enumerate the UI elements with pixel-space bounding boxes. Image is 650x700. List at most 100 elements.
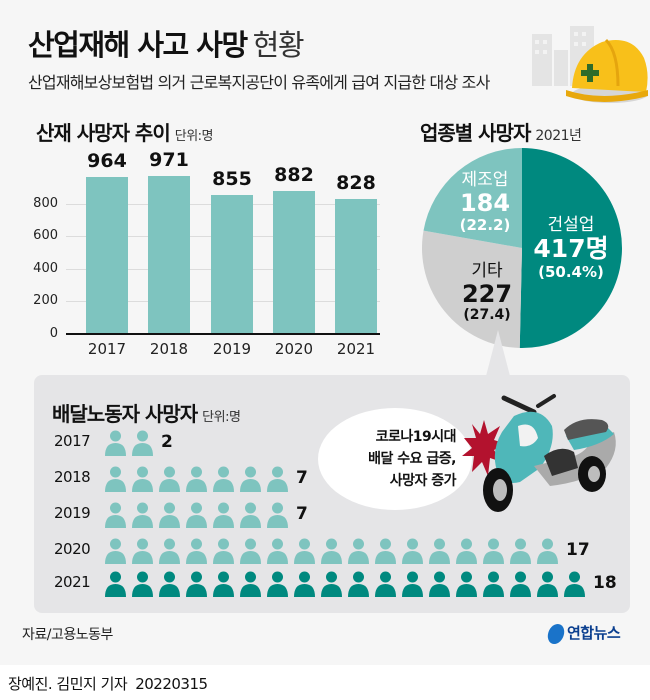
person-icon <box>132 538 153 564</box>
person-icon <box>213 502 234 528</box>
pie-label-name: 제조업 <box>461 170 509 190</box>
bar-value: 828 <box>336 172 376 195</box>
title-bold: 산업재해 사고 사망 <box>28 28 248 62</box>
bar-2019 <box>211 195 253 334</box>
y-tick: 200 <box>33 293 58 308</box>
person-icon <box>105 571 126 597</box>
callout-line: 사망자 증가 <box>389 473 457 489</box>
page-subtitle: 산업재해보상보험법 의거 근로복지공단이 유족에게 급여 지급한 대상 조사 <box>28 73 490 92</box>
credit-date: 20220315 <box>135 675 208 693</box>
pie-label-share: (22.2) <box>459 216 511 234</box>
pie-slice-other <box>422 230 522 348</box>
callout-line: 코로나19시대 <box>375 429 457 445</box>
person-icon <box>483 571 504 597</box>
pie-chart-year: 2021년 <box>535 128 582 144</box>
panel-pointer <box>486 330 510 376</box>
callout-bubble <box>318 408 472 510</box>
person-icon <box>159 538 180 564</box>
person-icon <box>159 571 180 597</box>
person-icon <box>186 502 207 528</box>
person-icon <box>240 502 261 528</box>
person-icon <box>159 466 180 492</box>
delivery-title-text: 배달노동자 사망자 <box>52 402 198 426</box>
source-text: 자료/고용노동부 <box>22 627 113 643</box>
person-icon <box>429 538 450 564</box>
bar-chart-unit: 단위:명 <box>174 129 214 144</box>
person-icon <box>267 571 288 597</box>
row-value: 18 <box>593 573 617 593</box>
person-icon <box>132 571 153 597</box>
person-icon <box>537 538 558 564</box>
person-icon <box>132 466 153 492</box>
y-tick: 400 <box>33 261 58 276</box>
person-icon <box>105 502 126 528</box>
pie-label-share: (27.4) <box>463 307 511 323</box>
person-icon <box>483 538 504 564</box>
x-axis-baseline <box>66 333 380 335</box>
person-icon <box>429 571 450 597</box>
pie-slice-construction <box>519 148 623 348</box>
person-icon <box>321 571 342 597</box>
person-icon <box>294 571 315 597</box>
bar-value: 855 <box>212 168 252 191</box>
bar-chart: 800 600 400 200 0 964 971 855 882 828 20… <box>0 0 400 370</box>
pie-label-value: 184 <box>459 189 511 217</box>
callout-text: 코로나19시대 배달 수요 급증, 사망자 증가 <box>326 426 456 492</box>
person-icon <box>240 571 261 597</box>
row-value: 7 <box>296 504 308 524</box>
bar-value: 964 <box>87 150 127 173</box>
row-year: 2018 <box>54 468 91 486</box>
person-icon <box>402 571 423 597</box>
pie-chart-title: 업종별 사망자 2021년 <box>420 117 582 146</box>
pie-label-share: (50.4%) <box>538 263 604 281</box>
person-icon <box>375 571 396 597</box>
pie-label-name: 건설업 <box>547 215 595 235</box>
person-icon <box>294 538 315 564</box>
person-icon <box>267 502 288 528</box>
title-light: 현황 <box>252 28 305 62</box>
person-icon <box>186 571 207 597</box>
person-icon <box>159 502 180 528</box>
pie-slice-manufacturing <box>423 148 522 248</box>
person-icon <box>132 502 153 528</box>
person-icon <box>402 538 423 564</box>
starburst-icon <box>462 420 506 476</box>
bar-2018 <box>148 176 190 334</box>
scooter-icon <box>483 394 616 512</box>
bar-chart-title: 산재 사망자 추이 단위:명 <box>36 117 214 146</box>
delivery-title: 배달노동자 사망자 단위:명 <box>52 398 241 427</box>
person-icon <box>456 571 477 597</box>
person-icon <box>537 571 558 597</box>
row-year: 2017 <box>54 432 91 450</box>
x-tick: 2019 <box>212 340 252 358</box>
person-icon <box>267 538 288 564</box>
yonhap-logo-icon <box>546 623 566 644</box>
y-tick: 600 <box>33 228 58 243</box>
person-icon <box>186 538 207 564</box>
person-icon <box>348 571 369 597</box>
bar-value: 882 <box>274 163 314 186</box>
bar-value: 971 <box>149 149 189 172</box>
bar-2017 <box>86 177 128 334</box>
hard-hat-icon <box>532 26 648 103</box>
page-title: 산업재해 사고 사망 현황 <box>28 22 305 64</box>
pie-label-value: 227 <box>461 280 513 308</box>
x-tick: 2020 <box>274 340 314 358</box>
person-icon <box>564 571 585 597</box>
person-icon <box>510 571 531 597</box>
delivery-unit: 단위:명 <box>202 410 241 425</box>
x-tick: 2018 <box>149 340 189 358</box>
person-icon <box>456 538 477 564</box>
person-icon <box>375 538 396 564</box>
person-icon <box>213 466 234 492</box>
row-value: 2 <box>161 432 173 452</box>
person-icon <box>213 538 234 564</box>
person-icon <box>240 538 261 564</box>
pie-label-manufacturing: 제조업 184 (22.2) <box>453 165 517 234</box>
callout-line: 배달 수요 급증, <box>368 451 456 467</box>
person-icon <box>240 466 261 492</box>
yonhap-logo-text: 연합뉴스 <box>567 624 621 642</box>
y-tick: 800 <box>33 196 58 211</box>
person-icon <box>348 538 369 564</box>
pie-label-other: 기타 227 (27.4) <box>455 256 519 323</box>
